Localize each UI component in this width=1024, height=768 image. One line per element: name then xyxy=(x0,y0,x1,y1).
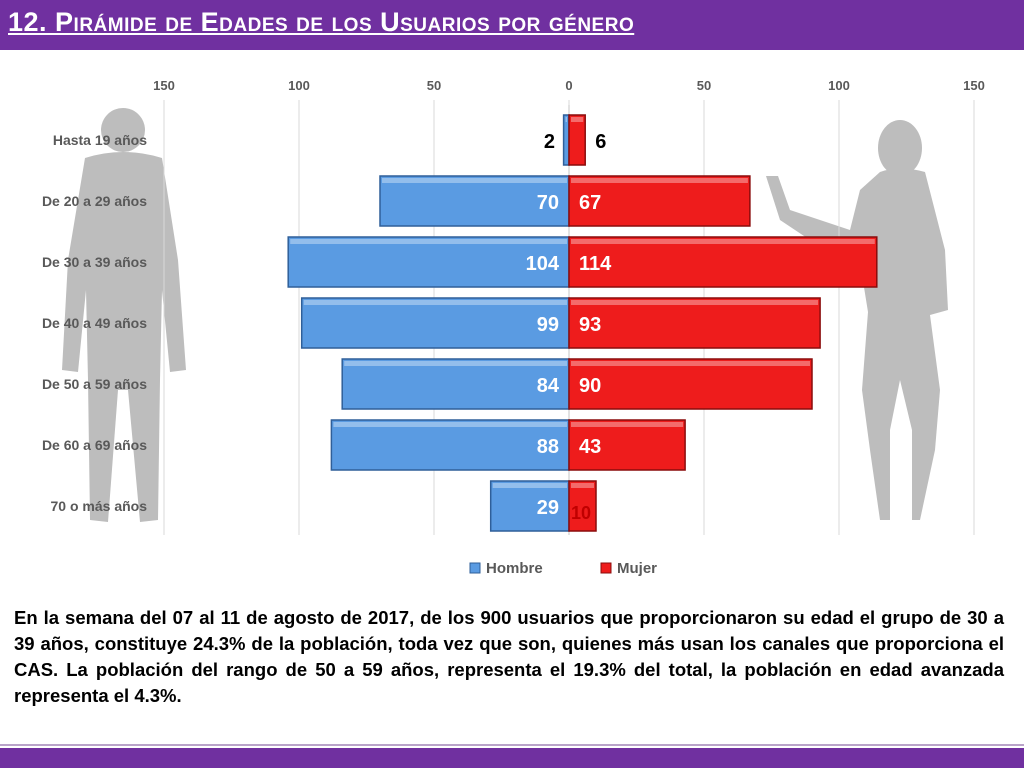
value-label-mujer: 6 xyxy=(595,131,606,153)
bar-hombre xyxy=(489,480,570,532)
value-label-hombre: 70 xyxy=(537,192,559,214)
summary-text: En la semana del 07 al 11 de agosto de 2… xyxy=(14,607,1004,706)
legend-swatch-mujer xyxy=(600,562,612,574)
bar-mujer xyxy=(568,358,813,410)
bar-highlight xyxy=(333,422,567,427)
bar-highlight xyxy=(290,239,567,244)
category-label: Hasta 19 años xyxy=(53,132,147,148)
x-tick-label: 100 xyxy=(288,78,310,93)
bar-highlight xyxy=(565,117,567,122)
bar-highlight xyxy=(571,117,584,122)
bar-highlight xyxy=(571,483,594,488)
bar-highlight xyxy=(571,422,684,427)
legend-label-mujer: Mujer xyxy=(617,560,657,577)
value-label-hombre: 84 xyxy=(537,375,560,397)
value-label-hombre: 2 xyxy=(544,131,555,153)
value-label-mujer: 114 xyxy=(579,253,612,275)
bar-mujer xyxy=(568,480,597,532)
value-label-hombre: 104 xyxy=(526,253,560,275)
value-label-mujer: 67 xyxy=(579,192,601,214)
bar-highlight xyxy=(344,361,567,366)
value-label-mujer: 10 xyxy=(571,503,591,523)
bar-highlight xyxy=(492,483,567,488)
footer-bar xyxy=(0,748,1024,768)
bar-hombre xyxy=(341,358,570,410)
category-label: De 50 a 59 años xyxy=(42,376,147,392)
bar-mujer xyxy=(568,297,821,349)
bar-hombre xyxy=(300,297,570,349)
bar-highlight xyxy=(382,178,567,183)
legend-label-hombre: Hombre xyxy=(486,560,543,577)
x-tick-label: 0 xyxy=(565,78,572,93)
bar-hombre xyxy=(562,114,570,166)
bar-mujer xyxy=(568,419,686,471)
bar-highlight xyxy=(571,178,748,183)
category-label: De 60 a 69 años xyxy=(42,437,147,453)
bar-highlight xyxy=(571,300,819,305)
data-labels: 2 6 70 67 104 114 99 93 84 90 88 43 29 10 xyxy=(526,131,613,523)
category-label: De 30 a 39 años xyxy=(42,254,147,270)
y-axis: Hasta 19 años De 20 a 29 años De 30 a 39 a… xyxy=(42,132,147,514)
value-label-mujer: 90 xyxy=(579,375,601,397)
bar-mujer xyxy=(568,175,751,227)
bars xyxy=(287,114,878,532)
value-label-mujer: 93 xyxy=(579,314,601,336)
male-silhouette-icon xyxy=(62,108,186,522)
x-tick-label: 150 xyxy=(963,78,985,93)
x-axis: 150 100 50 0 50 100 150 xyxy=(153,78,985,93)
bar-highlight xyxy=(571,239,875,244)
value-label-hombre: 99 xyxy=(537,314,559,336)
x-tick-label: 150 xyxy=(153,78,175,93)
bar-hombre xyxy=(330,419,570,471)
bar-highlight xyxy=(571,361,810,366)
bar-hombre xyxy=(379,175,570,227)
bar-mujer xyxy=(568,236,878,288)
x-tick-label: 50 xyxy=(697,78,711,93)
bar-hombre xyxy=(287,236,570,288)
value-label-hombre: 88 xyxy=(537,436,559,458)
footer-divider xyxy=(0,744,1024,746)
legend: Hombre Mujer xyxy=(469,560,657,577)
bar-highlight xyxy=(303,300,567,305)
value-label-mujer: 43 xyxy=(579,436,601,458)
x-tick-label: 100 xyxy=(828,78,850,93)
category-label: 70 o más años xyxy=(51,498,148,514)
page-title: 12. Pirámide de Edades de los Usuarios p… xyxy=(8,7,635,37)
value-label-hombre: 29 xyxy=(537,497,559,519)
female-silhouette-icon xyxy=(766,120,948,520)
x-tick-label: 50 xyxy=(427,78,441,93)
legend-swatch-hombre xyxy=(469,562,481,574)
category-label: De 40 a 49 años xyxy=(42,315,147,331)
bar-mujer xyxy=(568,114,586,166)
category-label: De 20 a 29 años xyxy=(42,193,147,209)
population-pyramid-chart: 150 100 50 0 50 100 150 Hasta 19 años De 20 a 2… xyxy=(42,78,985,577)
title-bar: 12. Pirámide de Edades de los Usuarios p… xyxy=(0,0,1024,50)
